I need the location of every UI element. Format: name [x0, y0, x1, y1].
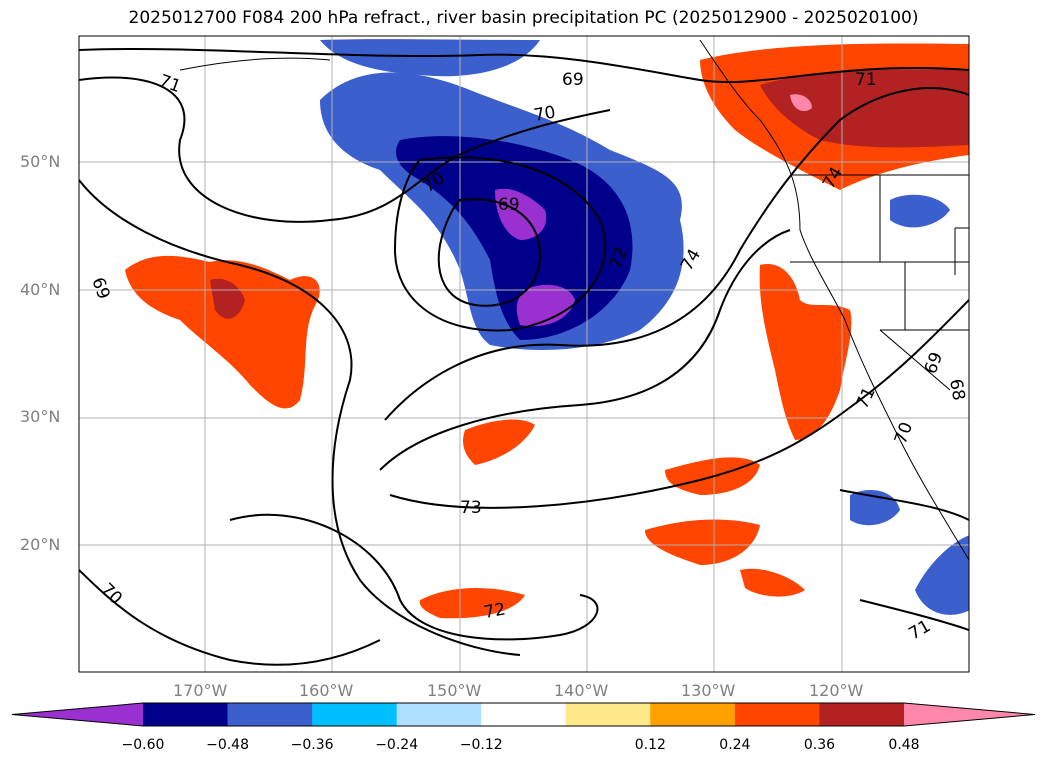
colorbar-segment — [396, 703, 482, 726]
positive-anomaly-south — [419, 588, 525, 619]
colorbar-tick-label: −0.36 — [290, 737, 334, 753]
lat-label-40n: 40°N — [20, 280, 61, 299]
colorbar-tick-label: 0.36 — [803, 737, 836, 753]
contour-label: 72 — [482, 599, 507, 622]
colorbar-segment — [312, 703, 398, 726]
contour-label: 73 — [460, 498, 482, 518]
contour-label: 70 — [891, 420, 917, 447]
colorbar-segment — [734, 703, 820, 726]
refractivity-contours — [79, 47, 969, 666]
contour-label: 71 — [906, 616, 935, 644]
precipitation-field — [125, 39, 969, 619]
lon-label-160w: 160°W — [299, 681, 354, 700]
colorbar-tick-label: −0.48 — [206, 737, 249, 753]
colorbar-segment — [227, 703, 313, 726]
colorbar-segment — [650, 703, 736, 726]
lon-label-170w: 170°W — [173, 681, 228, 700]
lat-label-50n: 50°N — [20, 152, 61, 171]
negative-anomaly-far-se — [915, 535, 969, 615]
colorbar-segment — [481, 703, 567, 726]
colorbar-tick-label: 0.48 — [888, 737, 920, 753]
lat-label-30n: 30°N — [20, 407, 61, 426]
colorbar-tick-label: −0.24 — [375, 737, 419, 753]
positive-anomaly-west — [125, 255, 320, 409]
lon-label-150w: 150°W — [427, 681, 482, 700]
contour-label: 70 — [96, 579, 125, 608]
negative-anomaly-se — [850, 490, 900, 526]
contour-label: 68 — [945, 377, 968, 402]
negative-anomaly-core — [396, 136, 633, 340]
colorbar-extend-right — [904, 703, 1035, 726]
lon-label-140w: 140°W — [554, 681, 609, 700]
negative-anomaly-north — [320, 39, 540, 77]
colorbar-segment — [819, 703, 905, 726]
contour-label: 69 — [921, 350, 947, 377]
colorbar-segment — [565, 703, 651, 726]
colorbar-segment — [143, 703, 229, 726]
positive-anomaly-west-core — [210, 278, 245, 319]
contour-label: 69 — [498, 195, 520, 215]
map-title: 2025012700 F084 200 hPa refract., river … — [128, 8, 919, 28]
negative-anomaly-peak-2 — [516, 284, 575, 327]
positive-anomaly-south-2 — [740, 568, 805, 597]
colorbar-outline — [11, 702, 1036, 727]
negative-anomaly-east — [890, 194, 950, 228]
lat-label-20n: 20°N — [20, 535, 61, 554]
colorbar-tick-label: −0.12 — [459, 737, 503, 753]
colorbar-extend-left — [12, 703, 143, 726]
colorbar — [11, 702, 1036, 727]
colorbar-tick-label: 0.12 — [634, 737, 666, 753]
positive-anomaly-tropics-2 — [645, 519, 760, 565]
colorbar-tick-label: −0.60 — [121, 737, 165, 753]
contour-label: 69 — [562, 70, 584, 90]
lon-label-130w: 130°W — [681, 681, 736, 700]
positive-anomaly-california — [759, 264, 852, 440]
graticule — [79, 36, 969, 672]
lon-label-120w: 120°W — [809, 681, 864, 700]
positive-anomaly-central — [463, 419, 535, 465]
map-frame — [78, 35, 970, 673]
contour-label: 71 — [156, 71, 183, 97]
positive-anomaly-canada-peak — [790, 94, 812, 112]
contour-label: 69 — [87, 275, 113, 302]
colorbar-tick-label: 0.24 — [719, 737, 751, 753]
contour-label: 70 — [532, 102, 557, 125]
contour-label: 71 — [855, 70, 877, 90]
coastlines — [179, 39, 969, 561]
